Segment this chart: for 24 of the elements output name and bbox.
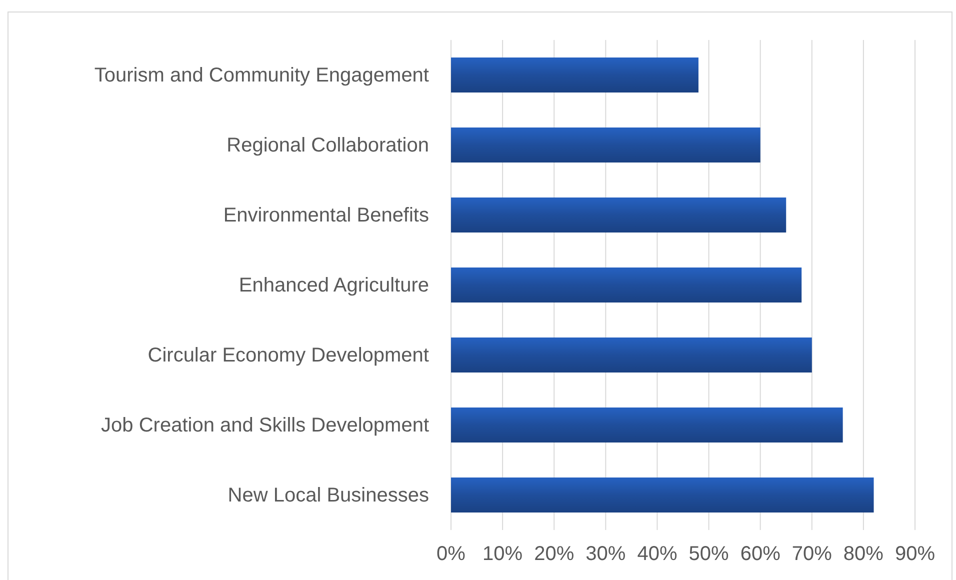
bar bbox=[451, 408, 843, 442]
y-tick-label: Job Creation and Skills Development bbox=[101, 414, 430, 436]
x-tick-label: 10% bbox=[482, 543, 523, 566]
bar bbox=[451, 338, 812, 372]
x-tick-label: 30% bbox=[586, 543, 626, 566]
y-tick-label: Environmental Benefits bbox=[223, 204, 429, 226]
bar bbox=[451, 268, 802, 302]
y-tick-label: Enhanced Agriculture bbox=[238, 274, 429, 296]
x-tick-label: 40% bbox=[637, 543, 678, 566]
x-tick-label: 20% bbox=[534, 543, 574, 566]
x-tick-label: 70% bbox=[792, 543, 832, 566]
y-tick-label: Tourism and Community Engagement bbox=[94, 64, 430, 86]
y-tick-label: Regional Collaboration bbox=[226, 134, 429, 156]
bar bbox=[451, 198, 786, 232]
x-tick-label: 60% bbox=[740, 543, 781, 566]
x-tick-label: 90% bbox=[894, 543, 936, 566]
bar bbox=[451, 128, 760, 162]
x-tick-label: 0% bbox=[436, 543, 466, 566]
x-tick-label: 80% bbox=[843, 543, 884, 566]
x-tick-label: 50% bbox=[688, 543, 730, 566]
y-tick-label: New Local Businesses bbox=[228, 484, 429, 506]
bar bbox=[451, 478, 874, 512]
y-tick-label: Circular Economy Development bbox=[148, 344, 430, 366]
bar bbox=[451, 58, 698, 92]
